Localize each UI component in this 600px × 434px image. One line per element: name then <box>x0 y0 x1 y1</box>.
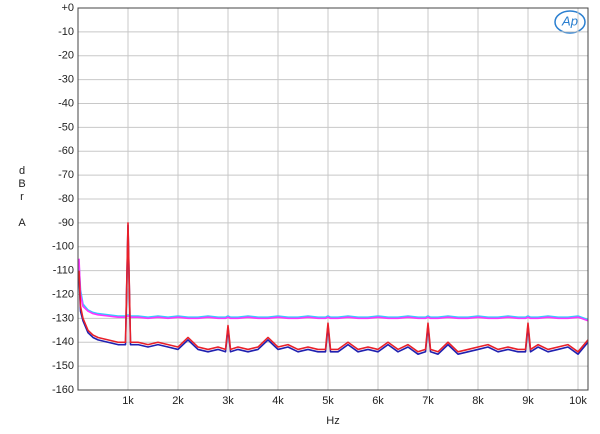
y-tick-label: -10 <box>58 26 74 38</box>
y-tick-label: -60 <box>58 145 74 157</box>
y-tick-label: -70 <box>58 169 74 181</box>
y-tick-label: -30 <box>58 74 74 86</box>
y-tick-label: -120 <box>52 288 74 300</box>
series-line <box>78 222 589 353</box>
x-tick-label: 4k <box>272 395 284 407</box>
logo: Ap <box>554 10 586 34</box>
y-tick-label: -140 <box>52 336 74 348</box>
series-line <box>78 258 589 322</box>
x-tick-label: 2k <box>172 395 184 407</box>
y-tick-label: -130 <box>52 312 74 324</box>
x-tick-label: 8k <box>472 395 484 407</box>
y-tick-label: -90 <box>58 217 74 229</box>
y-tick-label: -150 <box>52 360 74 372</box>
y-tick-label: +0 <box>61 2 74 14</box>
y-tick-label: -160 <box>52 384 74 396</box>
x-tick-label: 6k <box>372 395 384 407</box>
logo-text: Ap <box>561 13 578 28</box>
y-tick-label: -80 <box>58 193 74 205</box>
series-line <box>78 263 589 321</box>
series-line <box>78 224 589 355</box>
x-tick-label: 9k <box>522 395 534 407</box>
y-tick-label: -20 <box>58 50 74 62</box>
y-tick-label: -110 <box>53 265 74 277</box>
plot-frame <box>77 7 589 391</box>
x-tick-label: 3k <box>222 395 234 407</box>
y-axis-label: dBr A <box>16 165 28 230</box>
y-tick-label: -40 <box>58 97 74 109</box>
x-tick-label: 5k <box>322 395 334 407</box>
x-tick-label: 1k <box>122 395 134 407</box>
x-tick-label: 7k <box>422 395 434 407</box>
x-axis-label: Hz <box>326 415 339 427</box>
y-tick-label: -100 <box>52 241 74 253</box>
logo-ring <box>554 10 586 34</box>
y-tick-label: -50 <box>58 121 74 133</box>
x-tick-label: 10k <box>569 395 587 407</box>
